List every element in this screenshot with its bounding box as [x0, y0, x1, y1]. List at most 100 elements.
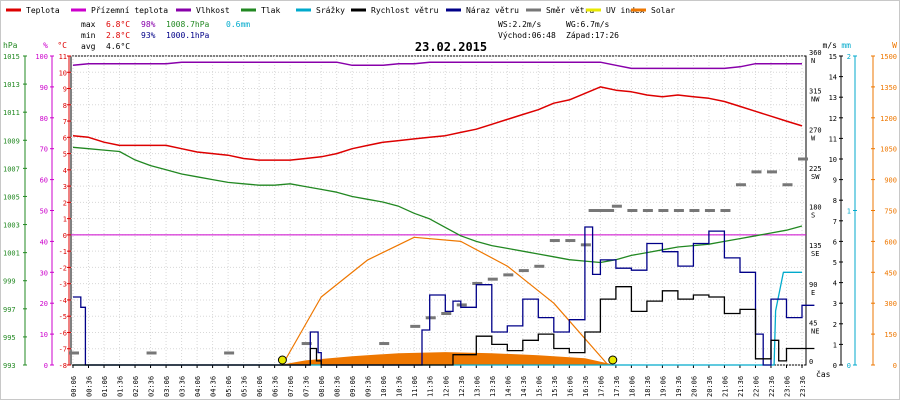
- temp-tick-label: -3: [59, 281, 67, 289]
- x-tick-label: 06:06: [256, 376, 264, 397]
- dir-tick-label: 315: [809, 88, 822, 96]
- ms-tick-label: 11: [829, 135, 837, 143]
- x-tick-label: 18:36: [644, 376, 652, 397]
- dir-tick-label: 180: [809, 204, 822, 212]
- x-tick-label: 04:36: [210, 376, 218, 397]
- x-tick-label: 02:06: [132, 376, 140, 397]
- stat-temp-min: 2.8°C: [106, 31, 130, 40]
- ms-axis-label: m/s: [823, 41, 838, 50]
- x-tick-label: 05:06: [225, 376, 233, 397]
- temp-tick-label: 5: [63, 151, 67, 159]
- x-tick-label: 08:36: [334, 376, 342, 397]
- ms-tick-label: 13: [829, 94, 837, 102]
- mm-tick-label: 1: [847, 208, 851, 216]
- w-tick-label: 900: [884, 177, 897, 185]
- stat-sunrise: Východ:06:48: [498, 31, 556, 40]
- sun-marker: [608, 355, 618, 365]
- x-tick-label: 20:06: [690, 376, 698, 397]
- w-tick-label: 1350: [880, 84, 897, 92]
- hpa-tick-label: 993: [3, 362, 16, 370]
- x-tick-label: 19:36: [675, 376, 683, 397]
- w-tick-label: 0: [893, 362, 897, 370]
- x-tick-label: 22:36: [768, 376, 776, 397]
- dir-tick-label: 270: [809, 126, 822, 134]
- legend-label: Solar: [651, 6, 675, 15]
- x-tick-label: 09:06: [349, 376, 357, 397]
- x-tick-label: 17:06: [597, 376, 605, 397]
- temp-tick-label: -1: [59, 248, 67, 256]
- x-tick-label: 08:06: [318, 376, 326, 397]
- hpa-tick-label: 997: [3, 306, 16, 314]
- pct-tick-label: 80: [40, 115, 48, 123]
- temp-tick-label: 1: [63, 216, 67, 224]
- hpa-tick-label: 1005: [3, 193, 20, 201]
- pct-axis-label: %: [43, 41, 48, 50]
- axes: 00:06 00:36 01:06 01:36 02:06 02:36 03:06 03:36…: [3, 41, 897, 397]
- legend-label: Rychlost větru: [371, 6, 439, 15]
- dir-tick-name: E: [811, 289, 815, 297]
- hpa-tick-label: 1003: [3, 222, 20, 230]
- x-tick-label: 03:36: [179, 376, 187, 397]
- x-tick-label: 11:36: [427, 376, 435, 397]
- legend-label: Přízemní teplota: [91, 6, 168, 15]
- dir-tick-name: NE: [811, 327, 819, 335]
- chart-title: 23.02.2015: [415, 40, 487, 54]
- ms-tick-label: 14: [829, 74, 837, 82]
- x-tick-label: 11:06: [411, 376, 419, 397]
- x-tick-label: 07:36: [303, 376, 311, 397]
- w-tick-label: 150: [884, 331, 897, 339]
- stat-temp-max: 6.8°C: [106, 20, 130, 29]
- x-tick-label: 04:06: [194, 376, 202, 397]
- dir-tick-name: SE: [811, 250, 819, 258]
- x-tick-label: 01:36: [117, 376, 125, 397]
- solar-theoretical-line: [281, 236, 609, 366]
- ms-tick-label: 15: [829, 53, 837, 61]
- hpa-axis-label: hPa: [3, 41, 18, 50]
- x-tick-label: 17:36: [613, 376, 621, 397]
- stats-block: max 6.8°C 98% 1008.7hPa 0.6mm min 2.8°C 93% 1000…: [81, 20, 619, 51]
- legend: Teplota Přízemní teplota Vlhkost Tlak Srážky…: [6, 6, 675, 15]
- legend-label: Vlhkost: [196, 6, 230, 15]
- x-tick-label: 23:36: [799, 376, 807, 397]
- x-tick-label: 06:36: [272, 376, 280, 397]
- dir-tick-label: 0: [809, 358, 813, 366]
- solar-area: [281, 352, 614, 366]
- hpa-tick-label: 995: [3, 334, 16, 342]
- pct-tick-label: 0: [44, 362, 48, 370]
- legend-label: Směr větru: [546, 6, 594, 15]
- pct-tick-label: 10: [40, 331, 48, 339]
- x-tick-label: 15:36: [551, 376, 559, 397]
- x-tick-label: 19:06: [659, 376, 667, 397]
- ms-tick-label: 6: [833, 238, 837, 246]
- dir-tick-label: 45: [809, 319, 817, 327]
- stat-ws: WS:2.2m/s: [498, 20, 542, 29]
- x-tick-label: 10:36: [396, 376, 404, 397]
- temp-axis-label: °C: [57, 41, 67, 50]
- x-tick-label: 13:36: [489, 376, 497, 397]
- w-tick-label: 750: [884, 208, 897, 216]
- x-tick-label: 15:06: [535, 376, 543, 397]
- legend-label: UV index: [606, 6, 645, 15]
- legend-label: Náraz větru: [466, 6, 519, 15]
- x-tick-label: 22:06: [752, 376, 760, 397]
- ms-tick-label: 8: [833, 197, 837, 205]
- legend-label: Teplota: [26, 6, 60, 15]
- stat-max-label: max: [81, 20, 96, 29]
- stat-sunset: Západ:17:26: [566, 31, 619, 40]
- w-tick-label: 1200: [880, 115, 897, 123]
- temp-tick-label: 8: [63, 102, 67, 110]
- hpa-tick-label: 1013: [3, 81, 20, 89]
- temp-tick-label: 11: [59, 53, 67, 61]
- ms-tick-label: 10: [829, 156, 837, 164]
- temp-tick-label: -2: [59, 264, 67, 272]
- pct-tick-label: 30: [40, 269, 48, 277]
- temp-tick-label: 3: [63, 183, 67, 191]
- mm-axis-label: mm: [841, 41, 851, 50]
- temp-tick-label: 4: [63, 167, 67, 175]
- ms-tick-label: 9: [833, 177, 837, 185]
- stat-press-min: 1000.1hPa: [166, 31, 210, 40]
- pct-tick-label: 70: [40, 146, 48, 154]
- temperature-line: [72, 86, 803, 161]
- temp-tick-label: -6: [59, 329, 67, 337]
